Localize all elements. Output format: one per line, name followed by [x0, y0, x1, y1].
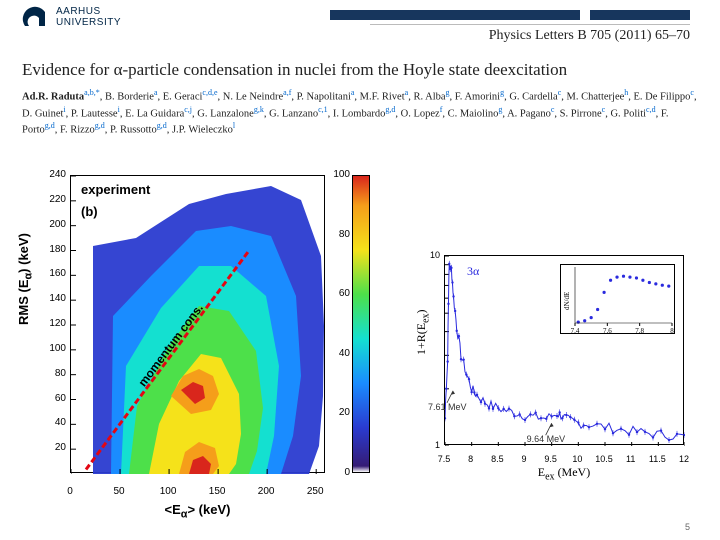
left-plot-colorbar-tick: 20 [339, 407, 350, 418]
logo-text: AARHUS UNIVERSITY [56, 6, 121, 28]
left-plot-ytick: 140 [44, 293, 66, 304]
svg-text:8: 8 [670, 327, 674, 335]
left-plot-ytick: 80 [44, 368, 66, 379]
page-number: 5 [685, 522, 690, 532]
left-plot-ytick: 220 [44, 194, 66, 205]
left-plot-xtick: 250 [307, 486, 324, 497]
left-plot-colorbar-tick: 80 [339, 229, 350, 240]
svg-text:7.6: 7.6 [603, 327, 612, 335]
right-plot-xtick: 7.5 [438, 454, 451, 464]
left-plot-ytick: 180 [44, 244, 66, 255]
right-plot-xtick: 9 [521, 454, 526, 464]
right-plot-xtick: 8.5 [491, 454, 504, 464]
right-plot-ylabel: 1+R(Eex) [414, 309, 431, 355]
left-plot-canvas [71, 176, 326, 474]
paper-title: Evidence for α-particle condensation in … [22, 60, 698, 80]
left-plot-ylabel: RMS (Eα) (keV) [16, 233, 35, 325]
right-plot-ytick: 1 [428, 440, 440, 450]
left-plot-colorbar-tick: 40 [339, 348, 350, 359]
svg-text:dN/dE: dN/dE [563, 292, 571, 310]
svg-text:7.4: 7.4 [571, 327, 580, 335]
left-heatmap-plot: RMS (Eα) (keV) experiment (b) momentum c… [18, 165, 380, 525]
journal-citation: Physics Letters B 705 (2011) 65–70 [489, 28, 690, 44]
right-plot-inset-canvas: 7.4 7.6 7.8 8 dN/dE [561, 265, 676, 335]
left-plot-xlabel: <Eα> (keV) [70, 502, 325, 521]
left-plot-xtick: 50 [113, 486, 124, 497]
left-plot-ytick: 160 [44, 268, 66, 279]
right-plot-inset: 7.4 7.6 7.8 8 dN/dE [560, 264, 675, 334]
left-plot-xtick: 200 [258, 486, 275, 497]
left-plot-ytick: 120 [44, 318, 66, 329]
left-plot-ytick: 240 [44, 169, 66, 180]
right-plot-xlabel: Eex (MeV) [444, 465, 684, 482]
right-plot-xtick: 9.5 [544, 454, 557, 464]
left-plot-colorbar-tick: 0 [344, 467, 350, 478]
right-plot-xtick: 10.5 [595, 454, 613, 464]
right-line-plot: 1+R(Eex) 3α 7.4 7.6 7.8 8 dN/dE Eex (MeV) 7.… [410, 245, 700, 490]
logo-line2: UNIVERSITY [56, 17, 121, 28]
header: AARHUS UNIVERSITY Physics Letters B 705 … [0, 0, 720, 50]
svg-text:7.8: 7.8 [635, 327, 644, 335]
right-plot-ytick: 10 [428, 250, 440, 260]
left-plot-ytick: 60 [44, 393, 66, 404]
right-plot-label-3alpha: 3α [467, 264, 479, 279]
right-plot-xtick: 11 [626, 454, 635, 464]
header-bar [330, 10, 690, 20]
right-plot-xtick: 8 [468, 454, 473, 464]
page-root: AARHUS UNIVERSITY Physics Letters B 705 … [0, 0, 720, 540]
left-plot-ytick: 100 [44, 343, 66, 354]
left-plot-xtick: 150 [209, 486, 226, 497]
right-plot-axes: 3α 7.4 7.6 7.8 8 dN/dE [444, 255, 684, 445]
left-plot-colorbar-tick: 60 [339, 288, 350, 299]
left-plot-colorbar-tick: 100 [333, 169, 350, 180]
header-bar-gap [580, 10, 590, 20]
left-plot-colorbar [352, 175, 370, 473]
left-plot-ytick: 40 [44, 417, 66, 428]
left-plot-xtick: 100 [160, 486, 177, 497]
university-logo: AARHUS UNIVERSITY [22, 6, 121, 28]
right-plot-annotation: 7.61 MeV [428, 402, 467, 412]
author-list: Ad.R. Radutaa,b,*, B. Borderiea, E. Gera… [22, 88, 698, 138]
right-plot-xtick: 10 [572, 454, 582, 464]
left-plot-axes: experiment (b) momentum cons. [70, 175, 325, 473]
header-rule [370, 24, 690, 25]
left-plot-ytick: 20 [44, 442, 66, 453]
left-plot-series-label: experiment [81, 182, 150, 197]
left-plot-panel-tag: (b) [81, 204, 98, 219]
left-plot-ytick: 200 [44, 219, 66, 230]
left-plot-xtick: 0 [67, 486, 73, 497]
right-plot-xtick: 12 [679, 454, 689, 464]
logo-mark-icon [22, 6, 50, 28]
right-plot-annotation: 9.64 MeV [527, 434, 566, 444]
right-plot-xtick: 11.5 [649, 454, 666, 464]
logo-line1: AARHUS [56, 6, 121, 17]
